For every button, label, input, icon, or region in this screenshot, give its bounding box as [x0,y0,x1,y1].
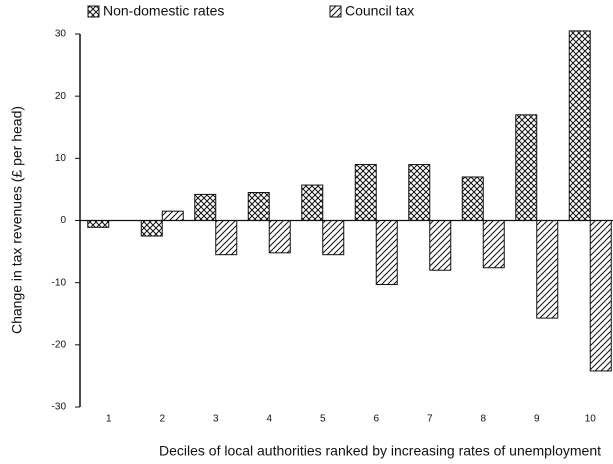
x-tick-label: 9 [534,414,540,425]
y-tick-label: 20 [55,91,67,102]
y-tick-label: -30 [52,402,67,413]
bar [301,184,324,222]
x-tick-label: 5 [320,414,326,425]
x-axis-label: Deciles of local authorities ranked by i… [159,443,601,459]
bar [568,30,591,222]
y-tick-label: -10 [52,277,67,288]
bar [589,220,612,372]
x-tick-label: 4 [266,414,272,425]
bar [215,220,238,256]
bar [87,220,110,228]
bar [429,220,452,271]
y-tick-label: -20 [52,339,67,350]
bar [482,220,505,269]
legend-swatch [87,5,100,18]
y-tick-label: 0 [60,215,66,226]
x-tick-label: 1 [106,414,112,425]
legend-label: Non-domestic rates [103,3,224,19]
bar [408,164,431,222]
x-tick-label: 6 [373,414,379,425]
bar [461,176,484,222]
x-tick-label: 3 [213,414,219,425]
y-axis-label: Change in tax revenues (£ per head) [9,106,25,334]
bar [161,210,184,222]
y-tick-label: 30 [55,29,67,40]
x-tick-label: 7 [427,414,433,425]
bar [268,220,291,254]
x-tick-label: 10 [585,414,597,425]
x-tick-label: 2 [159,414,165,425]
legend-swatch [329,5,342,18]
bar [194,193,217,221]
bar [536,220,559,319]
bar [140,220,163,237]
bar [515,114,538,221]
bar [247,192,270,221]
bar [354,164,377,222]
x-tick-label: 8 [480,414,486,425]
legend-label: Council tax [345,3,414,19]
y-tick-label: 10 [55,153,67,164]
bar [322,220,345,256]
bar [375,220,398,286]
